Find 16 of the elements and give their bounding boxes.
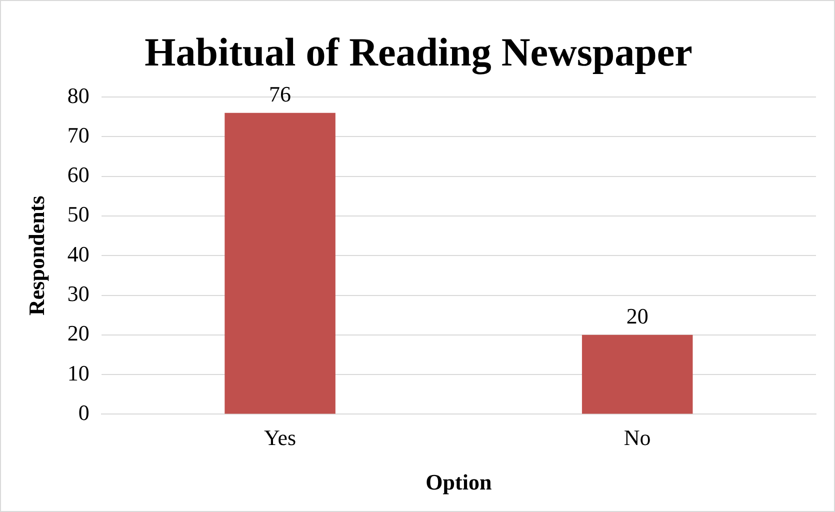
y-tick-label: 50 <box>67 202 90 227</box>
chart-title: Habitual of Reading Newspaper <box>144 29 692 74</box>
y-tick-label: 0 <box>78 400 90 425</box>
y-tick-label: 80 <box>67 82 90 108</box>
x-axis-title: Option <box>426 469 492 494</box>
y-tick-label: 40 <box>67 241 90 266</box>
data-label: 20 <box>626 304 648 329</box>
y-tick-label: 20 <box>67 320 90 346</box>
y-tick-label: 30 <box>67 281 90 306</box>
data-label: 76 <box>269 82 292 107</box>
y-tick-label: 70 <box>67 122 90 148</box>
y-tick-label: 60 <box>67 162 90 188</box>
y-tick-label: 10 <box>67 360 90 386</box>
x-tick-label: Yes <box>264 425 296 450</box>
y-axis-title: Respondents <box>24 195 49 316</box>
x-tick-label: No <box>624 425 651 450</box>
